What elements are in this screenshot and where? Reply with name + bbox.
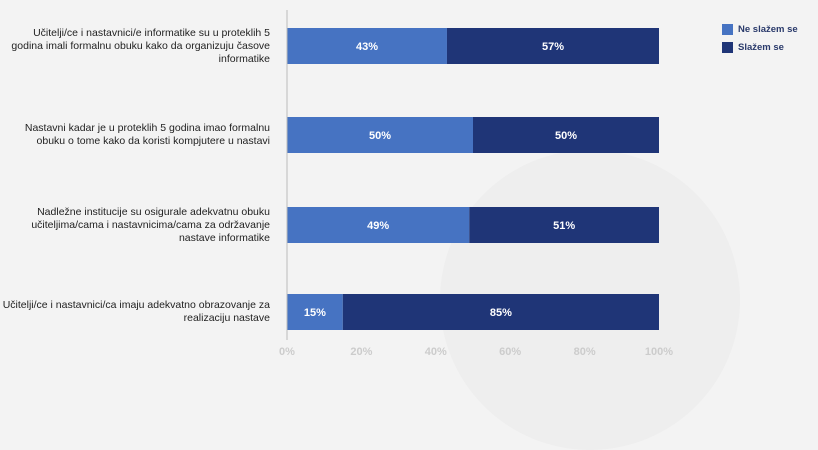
x-tick-label: 20%	[350, 346, 372, 358]
legend-item-slazem-se[interactable]: Slažem se	[722, 39, 798, 55]
category-label: Učitelji/ce i nastavnici/e informatike s…	[11, 26, 270, 65]
x-tick-label: 40%	[425, 346, 447, 358]
x-tick-label: 60%	[499, 346, 521, 358]
legend-swatch	[722, 41, 733, 53]
data-label: 49%	[367, 220, 389, 232]
bar-segment-slazem-se	[473, 117, 659, 153]
x-tick-label: 0%	[279, 346, 295, 358]
category-label: Učitelji/ce i nastavnici/ca imaju adekva…	[2, 299, 270, 324]
x-tick-label: 80%	[574, 346, 596, 358]
data-label: 57%	[542, 41, 564, 53]
data-label: 50%	[369, 130, 391, 142]
data-label: 85%	[490, 307, 512, 319]
legend-label: Slažem se	[738, 41, 784, 53]
data-label: 51%	[553, 220, 575, 232]
category-label: Nastavni kadar je u proteklih 5 godina i…	[24, 122, 270, 147]
legend-item-ne-slazem-se[interactable]: Ne slažem se	[722, 21, 798, 37]
bar-segment-ne-slazem-se	[287, 117, 473, 153]
bar-segment-ne-slazem-se	[287, 207, 470, 243]
bar-segment-slazem-se	[446, 28, 659, 64]
category-label: Nadležne institucije su osigurale adekva…	[31, 205, 270, 244]
data-label: 15%	[304, 307, 326, 319]
bar-segment-slazem-se	[469, 207, 659, 243]
legend-swatch	[722, 23, 733, 35]
bar-segment-ne-slazem-se	[287, 28, 447, 64]
data-label: 50%	[555, 130, 577, 142]
x-tick-label: 100%	[645, 346, 673, 358]
stacked-bar-chart: 43% 57% 50% 50% 49% 51% 15% 85% 0% 20% 40% 60% 80% 10…	[279, 10, 673, 358]
bar-segment-slazem-se	[342, 294, 659, 330]
bar-segment-ne-slazem-se	[287, 294, 343, 330]
data-label: 43%	[356, 41, 378, 53]
chart-legend: Ne slažem se Slažem se	[722, 21, 798, 57]
legend-label: Ne slažem se	[738, 23, 798, 35]
